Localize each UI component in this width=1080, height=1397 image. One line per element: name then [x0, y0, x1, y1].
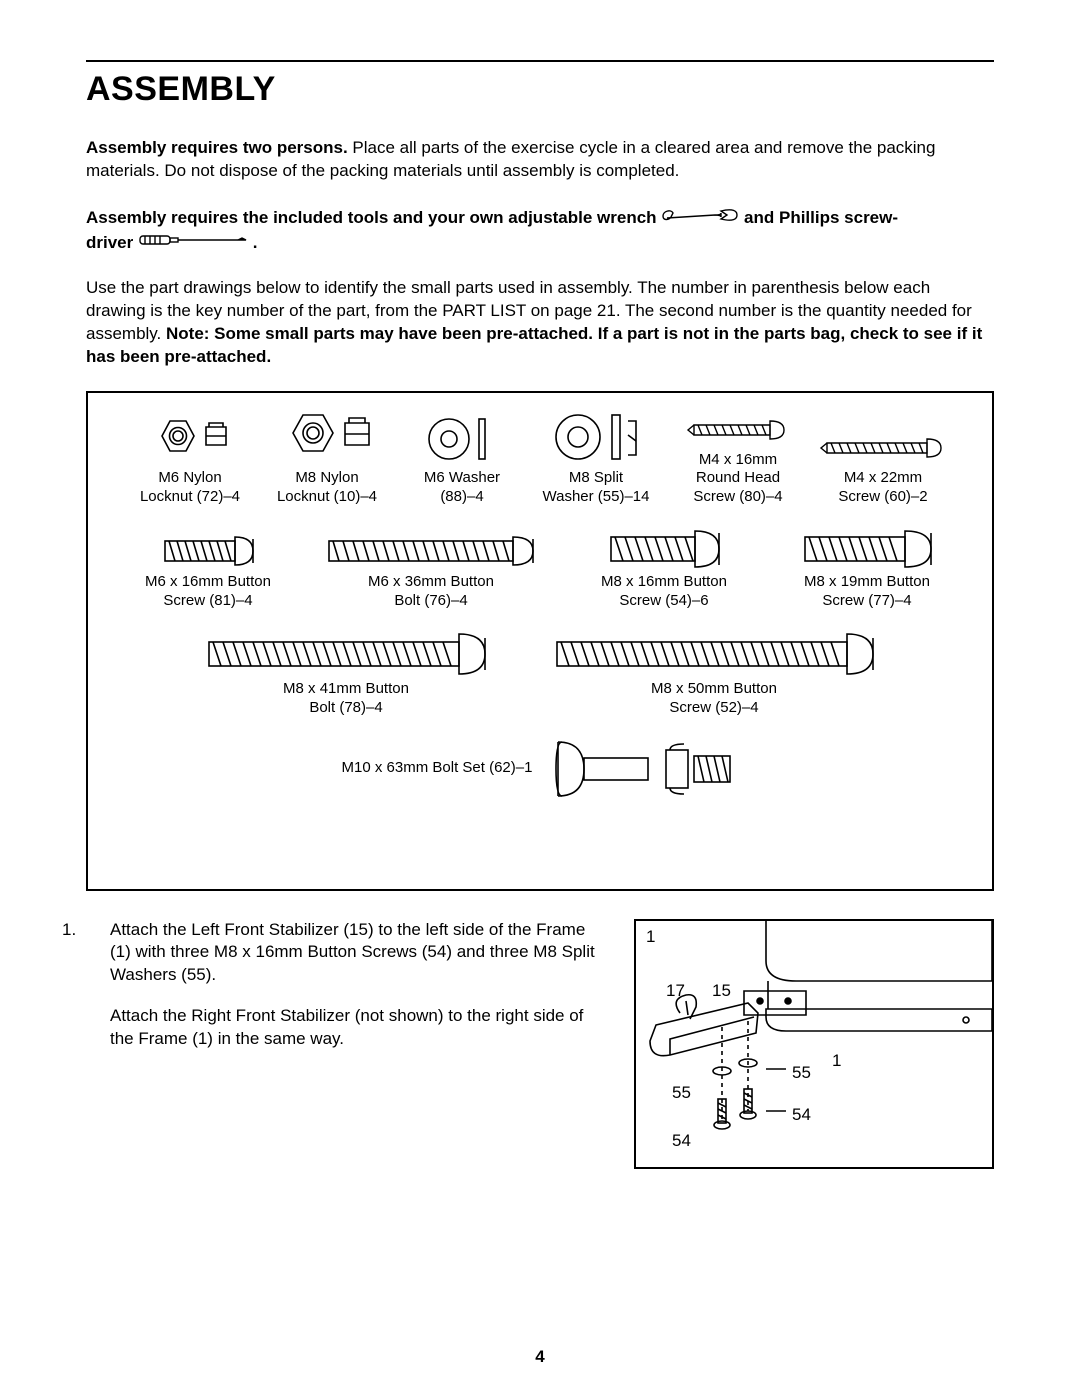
- locknut-m6-icon: [146, 415, 234, 469]
- callout: 55: [672, 1083, 691, 1103]
- screw-m4x22-icon: [819, 429, 947, 469]
- part-label: Screw (77)–4: [822, 592, 911, 611]
- part-label: M4 x 16mm: [699, 451, 777, 470]
- top-rule: [86, 60, 994, 62]
- part-cell: M8 x 16mm Button Screw (54)–6: [564, 525, 764, 611]
- part-label: Screw (60)–2: [838, 488, 927, 507]
- part-cell: M6 Washer (88)–4: [402, 415, 522, 507]
- part-cell: M10 x 63mm Bolt Set (62)–1: [342, 736, 739, 802]
- part-cell: M8 x 41mm Button Bolt (78)–4: [176, 628, 516, 718]
- step-text: 1.Attach the Left Front Stabilizer (15) …: [86, 919, 634, 1169]
- step-p2: Attach the Right Front Stabilizer (not s…: [86, 1005, 606, 1051]
- parts-row: M6 Nylon Locknut (72)–4 M8 Nylon Locknut…: [102, 411, 978, 525]
- part-cell: M6 Nylon Locknut (72)–4: [128, 415, 252, 507]
- callout: 1: [832, 1051, 841, 1071]
- wrench-icon: [661, 205, 739, 232]
- callout: 54: [672, 1131, 691, 1151]
- button-bolt-m6x36-icon: [321, 529, 541, 573]
- bolt-set-m10x63-icon: [548, 736, 738, 802]
- part-label: M10 x 63mm Bolt Set (62)–1: [342, 759, 533, 778]
- step-p1: Attach the Left Front Stabilizer (15) to…: [110, 920, 595, 985]
- part-label: M8 x 19mm Button: [804, 573, 930, 592]
- part-label: Screw (52)–4: [669, 699, 758, 718]
- parts-row: M10 x 63mm Bolt Set (62)–1: [102, 736, 978, 820]
- part-label: M8 x 50mm Button: [651, 680, 777, 699]
- tools-between: and Phillips screw-: [744, 208, 898, 227]
- part-label: Screw (80)–4: [693, 488, 782, 507]
- button-bolt-m8x41-icon: [201, 628, 491, 680]
- part-label: Screw (81)–4: [163, 592, 252, 611]
- callout: 1: [646, 927, 655, 947]
- callout: 54: [792, 1105, 811, 1125]
- identify-paragraph: Use the part drawings below to identify …: [86, 277, 994, 369]
- page-title: ASSEMBLY: [86, 70, 994, 109]
- parts-row: M6 x 16mm Button Screw (81)–4 M6 x 36mm …: [102, 525, 978, 629]
- assembly-step-1: 1.Attach the Left Front Stabilizer (15) …: [86, 919, 994, 1169]
- part-label: Round Head: [696, 469, 780, 488]
- part-cell: M8 Nylon Locknut (10)–4: [260, 411, 394, 507]
- tools-before: Assembly requires the included tools and…: [86, 208, 661, 227]
- tools-period: .: [253, 233, 258, 252]
- part-cell: M8 x 50mm Button Screw (52)–4: [524, 628, 904, 718]
- parts-identification-box: M6 Nylon Locknut (72)–4 M8 Nylon Locknut…: [86, 391, 994, 891]
- part-label: Washer (55)–14: [543, 488, 650, 507]
- button-screw-m6x16-icon: [153, 529, 263, 573]
- intro-paragraph: Assembly requires two persons. Place all…: [86, 137, 994, 183]
- page-number: 4: [0, 1347, 1080, 1367]
- part-cell: M6 x 16mm Button Screw (81)–4: [118, 529, 298, 611]
- part-label: M8 x 16mm Button: [601, 573, 727, 592]
- callout: 17: [666, 981, 685, 1001]
- part-label: M8 x 41mm Button: [283, 680, 409, 699]
- washer-m6-icon: [419, 415, 505, 469]
- part-label: M8 Split: [569, 469, 623, 488]
- part-label: M6 Washer: [424, 469, 500, 488]
- part-label: (88)–4: [440, 488, 483, 507]
- part-cell: M4 x 22mm Screw (60)–2: [814, 429, 952, 507]
- identify-note: Note: Some small parts may have been pre…: [86, 324, 982, 366]
- parts-row: M8 x 41mm Button Bolt (78)–4 M8 x 50mm B…: [102, 628, 978, 736]
- round-head-screw-m4x16-icon: [684, 411, 792, 451]
- part-label: M6 x 16mm Button: [145, 573, 271, 592]
- button-screw-m8x19-icon: [795, 525, 939, 573]
- part-label: Screw (54)–6: [619, 592, 708, 611]
- locknut-m8-icon: [277, 411, 377, 469]
- part-label: M6 Nylon: [158, 469, 221, 488]
- button-screw-m8x16-icon: [599, 525, 729, 573]
- part-label: M6 x 36mm Button: [368, 573, 494, 592]
- part-cell: M4 x 16mm Round Head Screw (80)–4: [670, 411, 806, 507]
- part-label: Bolt (76)–4: [394, 592, 467, 611]
- part-cell: M8 Split Washer (55)–14: [530, 411, 662, 507]
- split-washer-m8-icon: [546, 411, 646, 469]
- step-figure: 1 17 15 1 55 55 54 54: [634, 919, 994, 1169]
- part-cell: M8 x 19mm Button Screw (77)–4: [772, 525, 962, 611]
- part-label: Locknut (10)–4: [277, 488, 377, 507]
- screwdriver-icon: [138, 232, 248, 255]
- callout: 55: [792, 1063, 811, 1083]
- part-label: M4 x 22mm: [844, 469, 922, 488]
- part-cell: M6 x 36mm Button Bolt (76)–4: [306, 529, 556, 611]
- tools-paragraph: Assembly requires the included tools and…: [86, 205, 994, 255]
- button-screw-m8x50-icon: [549, 628, 879, 680]
- tools-line2-prefix: driver: [86, 233, 138, 252]
- callout: 15: [712, 981, 731, 1001]
- part-label: Locknut (72)–4: [140, 488, 240, 507]
- part-label: Bolt (78)–4: [309, 699, 382, 718]
- step-number: 1.: [86, 919, 110, 942]
- part-label: M8 Nylon: [295, 469, 358, 488]
- intro-lead: Assembly requires two persons.: [86, 138, 348, 157]
